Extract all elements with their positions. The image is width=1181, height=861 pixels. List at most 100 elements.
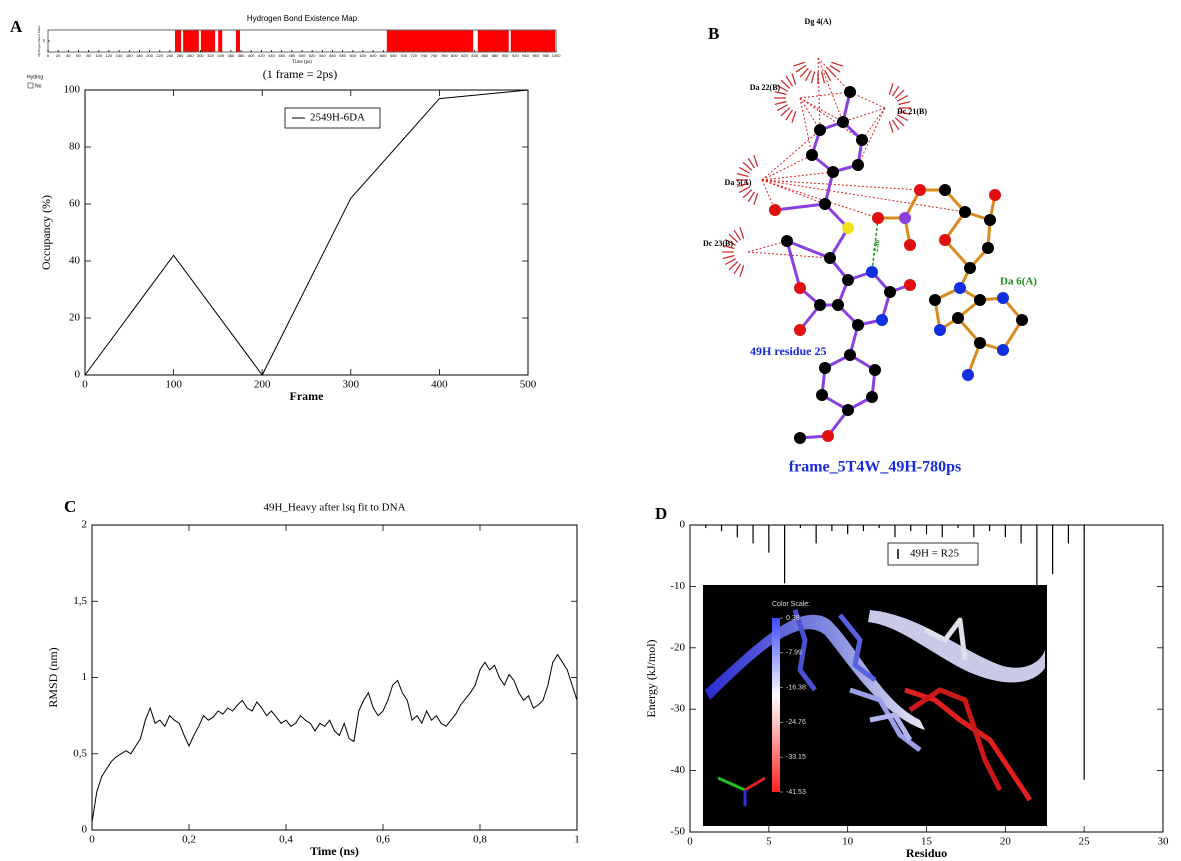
panel-letters: A B C D [10,17,719,523]
legend-label: 49H = R25 [910,548,959,560]
y-tick-label: 2 [82,519,88,531]
existence-segment [236,31,240,52]
atom [856,134,868,146]
y-tick-label: -50 [670,826,685,838]
colorbar-tick-label: -41.53 [786,789,806,796]
residue-spoke [895,118,904,126]
contact-line [748,241,787,252]
residue-spoke [754,193,758,204]
panel-letter: D [655,504,667,523]
atom [866,266,878,278]
existence-segment [511,31,555,52]
contact-line [818,58,843,122]
y-tick-label: 40 [69,255,81,267]
atom [997,292,1009,304]
y-tick-label: 1 [82,671,88,683]
residue-spoke [743,190,752,198]
legend-label: No [35,83,42,89]
existence-segment [175,31,181,52]
residue-spoke [792,73,796,84]
atom [984,214,996,226]
atom [962,369,974,381]
y-tick-label: 0 [75,369,81,381]
x-tick-label: 700 [400,53,407,58]
residue-spoke [792,111,796,122]
colorbar [772,618,780,792]
residue-spoke [725,259,736,265]
x-tick-label: 0 [47,53,50,58]
atom [842,404,854,416]
y-axis-label: RMSD (nm) [46,647,60,707]
x-axis-label: Frame [290,389,325,403]
x-tick-label: 0 [687,836,693,848]
atom [939,234,951,246]
x-tick-label: 500 [299,53,306,58]
legend-label: 2549H-6DA [310,112,365,124]
residue-spoke [743,162,752,170]
existence-segment [183,31,199,52]
panel-letter: C [64,497,76,516]
x-tick-label: 0,2 [182,834,196,846]
residue-spoke [812,72,815,84]
atom [816,389,828,401]
x-tick-label: 440 [268,53,275,58]
residue-label: Dg 4(A) [805,17,832,26]
colorbar-tick-label: 0.39 [786,615,800,622]
x-tick-label: 400 [431,379,448,391]
residue-spoke [897,95,908,101]
x-tick-label: 960 [532,53,539,58]
chart-title: 49H_Heavy after lsq fit to DNA [263,502,405,514]
residue-spoke [748,158,754,168]
x-tick-label: 620 [360,53,367,58]
x-tick-label: 260 [177,53,184,58]
residue-spoke [739,187,750,193]
x-tick-label: 100 [165,379,182,391]
residue-spoke [889,121,893,132]
residue-label: Da 5(A) [725,178,752,187]
interaction-diagram: Dg 4(A)Da 22(B)Dc 21(B)Da 5(A)Dc 23(B)Da… [703,17,1037,476]
atom [842,222,854,234]
residue-spoke [777,105,788,111]
atom [822,430,834,442]
x-tick-label: 780 [441,53,448,58]
inset-render: Color Scale:0.39-7.99-16.38-24.76-33.15-… [703,585,1047,826]
hbond-distance: 2.86 [872,239,882,253]
atom [964,262,976,274]
x-tick-label: 220 [156,53,163,58]
x-axis-label: Time (ps) [292,60,312,65]
atom [844,86,856,98]
atom [904,279,916,291]
atom [781,235,793,247]
x-tick-label: 20 [56,53,61,58]
x-tick-label: 400 [248,53,255,58]
y-tick-label: 80 [69,141,81,153]
map-caption: (1 frame = 2ps) [263,67,337,81]
y-tick-label: 0 [680,519,686,531]
x-tick-label: 480 [288,53,295,58]
x-tick-label: 580 [339,53,346,58]
residue-label: Dc 21(B) [897,107,927,116]
residue-spoke [893,120,899,130]
residue-spoke [786,76,792,86]
x-tick-label: 20 [1000,836,1012,848]
atom [997,344,1009,356]
residue-spoke [805,70,811,81]
y-tick-label: 0,5 [73,747,87,759]
atom [876,314,888,326]
atom [952,312,964,324]
panel-letter: A [10,17,23,36]
atom [819,362,831,374]
x-tick-label: 160 [126,53,133,58]
x-tick-label: 560 [329,53,336,58]
x-tick-label: 320 [207,53,214,58]
x-tick-label: 860 [482,53,489,58]
y-axis-label: Hydrogen Bond Index [37,25,41,57]
contact-line [843,108,885,122]
x-tick-label: 0,6 [376,834,390,846]
chart: 0204060801001201401601802002202402602803… [27,14,561,89]
x-tick-label: 200 [254,379,271,391]
x-tick-label: 10 [842,836,854,848]
colorbar-tick-label: -7.99 [786,650,802,657]
x-tick-label: 880 [492,53,499,58]
legend-title: Hydrog [27,74,43,80]
